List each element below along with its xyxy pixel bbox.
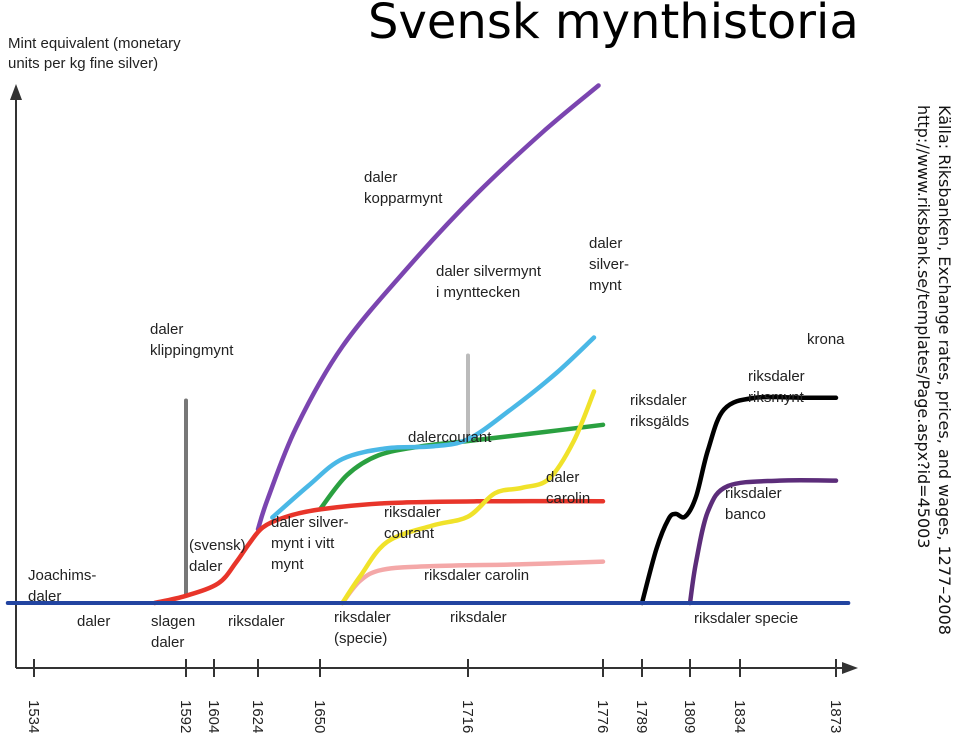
label-daler-silvermynt-top: daler silver-mynt bbox=[589, 235, 629, 294]
series-label-text: daler silvermynt bbox=[436, 263, 542, 280]
x-tick-label: 1716 bbox=[459, 700, 476, 733]
y-axis-arrow bbox=[10, 84, 22, 100]
series-label-text: riksdaler specie bbox=[694, 610, 798, 627]
label-riksdaler-1: riksdaler bbox=[228, 613, 285, 630]
x-tick-label: 1592 bbox=[177, 700, 194, 733]
x-tick-label: 1789 bbox=[633, 700, 650, 733]
series-label-text: riksdaler bbox=[748, 368, 805, 385]
series-label-text: daler bbox=[28, 588, 61, 605]
label-riksdaler-riksgalds: riksdaler riksgälds bbox=[630, 392, 689, 430]
x-ticks: 1534 1592 1604 1624 1650 1716 1776 1789 1809 1834… bbox=[25, 659, 844, 733]
x-tick-label: 1534 bbox=[25, 700, 42, 733]
label-riksdaler-carolin: riksdaler carolin bbox=[424, 567, 529, 584]
series-label-text: klippingmynt bbox=[150, 342, 234, 359]
x-tick-label: 1624 bbox=[249, 700, 266, 733]
series-label-text: dalercourant bbox=[408, 429, 492, 446]
series-line-blue-silvermynt bbox=[270, 335, 597, 520]
series-label-text: daler bbox=[546, 469, 579, 486]
series-label-text: daler bbox=[150, 321, 183, 338]
series-label-text: riksdaler bbox=[725, 485, 782, 502]
series-line-yellow-riksdaler-courant bbox=[340, 389, 597, 606]
x-tick-label: 1604 bbox=[205, 700, 222, 733]
series-label-text: daler bbox=[589, 235, 622, 252]
series-label-text: banco bbox=[725, 506, 766, 523]
label-daler-klippingmynt: daler klippingmynt bbox=[150, 321, 234, 359]
label-daler-silvermynt-i-vitt-mynt: daler silver-mynt i vitt mynt bbox=[271, 514, 349, 573]
label-svensk-daler: (svensk) daler bbox=[189, 537, 246, 575]
y-axis-label-line-1: Mint equivalent (monetary bbox=[8, 35, 181, 52]
label-daler-bottom: daler bbox=[77, 613, 110, 630]
label-joachimsdaler: Joachims-daler bbox=[28, 567, 96, 605]
label-slagen-daler: slagen daler bbox=[151, 613, 195, 651]
series-label-text: riksdaler bbox=[384, 504, 441, 521]
label-daler-kopparmynt: daler kopparmynt bbox=[364, 169, 443, 207]
series-label-text: riksdaler bbox=[450, 609, 507, 626]
series-label-text: daler bbox=[189, 558, 222, 575]
series-label-text: (specie) bbox=[334, 630, 387, 647]
series-line-purple-kopparmynt bbox=[255, 83, 601, 532]
series-label-text: riksdaler carolin bbox=[424, 567, 529, 584]
series-label-text: daler silver- bbox=[271, 514, 349, 531]
x-tick-label: 1873 bbox=[827, 700, 844, 733]
series-label-text: slagen bbox=[151, 613, 195, 630]
y-axis-label: Mint equivalent (monetary units per kg f… bbox=[8, 34, 181, 74]
axes bbox=[10, 84, 858, 674]
series-label-text: (svensk) bbox=[189, 537, 246, 554]
series-label-text: daler bbox=[364, 169, 397, 186]
series-label-text: riksdaler bbox=[630, 392, 687, 409]
page-title: Svensk mynthistoria bbox=[368, 0, 859, 50]
series-line-black-krona bbox=[639, 394, 839, 606]
series-label-text: mynt bbox=[589, 277, 622, 294]
label-daler-carolin: daler carolin bbox=[546, 469, 590, 507]
series-label-text: riksdaler bbox=[228, 613, 285, 630]
series-label-text: mynt i vitt bbox=[271, 535, 335, 552]
series-label-text: daler bbox=[151, 634, 184, 651]
series-line-purple-banco bbox=[687, 477, 839, 606]
series-label-text: mynt bbox=[271, 556, 304, 573]
label-riksdaler-courant: riksdaler courant bbox=[384, 504, 441, 542]
y-axis-label-line-2: units per kg fine silver) bbox=[8, 55, 159, 72]
series-label-text: daler bbox=[77, 613, 110, 630]
series-label-text: kopparmynt bbox=[364, 190, 443, 207]
label-dalercourant: dalercourant bbox=[408, 429, 492, 446]
series-label-text: riksgälds bbox=[630, 413, 689, 430]
x-tick-label: 1650 bbox=[311, 700, 328, 733]
series-line-pink-riksdaler-carolin bbox=[340, 559, 606, 606]
series-label-text: i mynttecken bbox=[436, 284, 520, 301]
label-riksdaler-specie-paren: riksdaler (specie) bbox=[334, 609, 391, 647]
series-label-text: courant bbox=[384, 525, 435, 542]
x-tick-label: 1834 bbox=[731, 700, 748, 733]
series-label-text: riksmynt bbox=[748, 389, 805, 406]
label-daler-silvermynt-i-mynttecken: daler silvermynt i mynttecken bbox=[436, 263, 542, 301]
x-tick-label: 1809 bbox=[681, 700, 698, 733]
series-line-red-early bbox=[152, 498, 606, 606]
series-lines bbox=[5, 83, 851, 606]
x-axis-arrow bbox=[842, 662, 858, 674]
label-riksdaler-riksmynt: riksdaler riksmynt bbox=[748, 368, 805, 406]
label-riksdaler-banco: riksdaler banco bbox=[725, 485, 782, 523]
label-krona: krona bbox=[807, 331, 845, 348]
series-label-text: riksdaler bbox=[334, 609, 391, 626]
series-label-text: krona bbox=[807, 331, 845, 348]
series-label-text: silver- bbox=[589, 256, 629, 273]
series-label-text: Joachims- bbox=[28, 567, 96, 584]
label-riksdaler-2: riksdaler bbox=[450, 609, 507, 626]
label-riksdaler-specie: riksdaler specie bbox=[694, 610, 798, 627]
series-label-text: carolin bbox=[546, 490, 590, 507]
x-tick-label: 1776 bbox=[594, 700, 611, 733]
series-labels: daler kopparmynt daler silvermynt i mynttec… bbox=[28, 169, 845, 651]
